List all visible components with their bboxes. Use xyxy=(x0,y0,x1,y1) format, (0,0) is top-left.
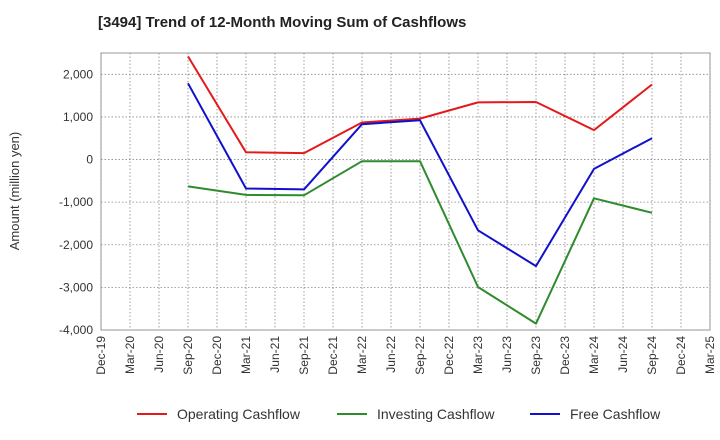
x-tick-label: Sep-23 xyxy=(529,336,543,375)
y-tick-label: 1,000 xyxy=(63,110,93,124)
x-tick-label: Mar-22 xyxy=(355,336,369,374)
x-tick-label: Jun-21 xyxy=(268,336,282,373)
x-tick-label: Sep-21 xyxy=(297,336,311,375)
y-axis-title: Amount (million yen) xyxy=(7,132,22,251)
y-tick-label: -2,000 xyxy=(59,238,93,252)
free-cashflow-legend-label: Free Cashflow xyxy=(570,406,661,422)
y-tick-label: -4,000 xyxy=(59,323,93,337)
operating-cashflow-legend-label: Operating Cashflow xyxy=(177,406,301,422)
x-tick-label: Sep-20 xyxy=(181,336,195,375)
free-cashflow-line xyxy=(187,82,653,268)
plot-area xyxy=(100,52,711,331)
x-tick-label: Sep-22 xyxy=(413,336,427,375)
x-tick-label: Dec-19 xyxy=(94,336,108,375)
chart-title: [3494] Trend of 12-Month Moving Sum of C… xyxy=(98,14,467,31)
x-axis-ticks: Dec-19 Mar-20 Jun-20 Sep-20 Dec-20 Mar-21 Jun-… xyxy=(94,336,717,375)
x-tick-label: Jun-22 xyxy=(384,336,398,373)
x-tick-label: Jun-24 xyxy=(616,336,630,373)
x-tick-label: Sep-24 xyxy=(645,336,659,375)
x-tick-label: Dec-24 xyxy=(674,336,688,375)
x-tick-label: Jun-20 xyxy=(152,336,166,373)
y-tick-label: 0 xyxy=(86,153,93,167)
legend: Operating Cashflow Investing Cashflow Free… xyxy=(137,406,661,422)
x-tick-label: Mar-20 xyxy=(123,336,137,374)
investing-cashflow-line xyxy=(187,160,653,325)
x-tick-label: Mar-25 xyxy=(703,336,717,374)
x-tick-label: Jun-23 xyxy=(500,336,514,373)
y-tick-label: -3,000 xyxy=(59,280,93,294)
investing-cashflow-legend-label: Investing Cashflow xyxy=(377,406,495,422)
x-tick-label: Mar-23 xyxy=(471,336,485,374)
plot-frame xyxy=(100,52,711,331)
y-axis-ticks: 2,000 1,000 0 -1,000 -2,000 -3,000 -4,000 xyxy=(59,67,93,337)
y-tick-label: -1,000 xyxy=(59,195,93,209)
x-tick-label: Dec-20 xyxy=(210,336,224,375)
x-tick-label: Mar-21 xyxy=(239,336,253,374)
x-tick-label: Mar-24 xyxy=(587,336,601,374)
x-tick-label: Dec-23 xyxy=(558,336,572,375)
y-tick-label: 2,000 xyxy=(63,67,93,81)
operating-cashflow-line xyxy=(187,55,653,155)
x-tick-label: Dec-21 xyxy=(326,336,340,375)
x-tick-label: Dec-22 xyxy=(442,336,456,375)
series-lines xyxy=(187,55,653,325)
